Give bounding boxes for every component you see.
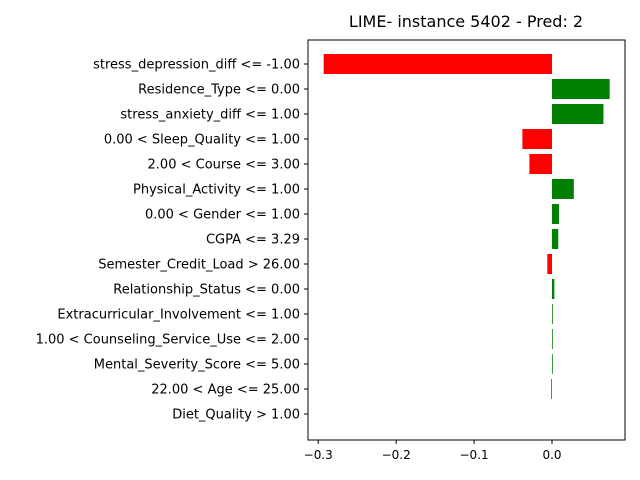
x-tick-label: −0.1: [460, 448, 489, 462]
y-tick-label: 0.00 < Gender <= 1.00: [145, 208, 300, 223]
bar: [323, 54, 552, 74]
bar: [522, 129, 552, 149]
y-tick-label: Physical_Activity <= 1.00: [133, 183, 300, 198]
bar: [552, 354, 553, 374]
y-tick-label: 22.00 < Age <= 25.00: [151, 383, 300, 398]
plot-frame: [307, 39, 626, 441]
y-tick-label: Relationship_Status <= 0.00: [113, 283, 300, 298]
y-tick-label: Residence_Type <= 0.00: [138, 83, 300, 98]
bar: [552, 79, 610, 99]
y-tick-label: Mental_Severity_Score <= 5.00: [94, 358, 300, 373]
bar: [552, 304, 553, 324]
y-tick-label: 2.00 < Course <= 3.00: [148, 158, 300, 173]
y-tick-label: 1.00 < Counseling_Service_Use <= 2.00: [36, 333, 300, 348]
bar: [547, 254, 552, 274]
bar: [552, 104, 604, 124]
y-tick-label: stress_anxiety_diff <= 1.00: [120, 108, 300, 123]
bars-group: [323, 54, 610, 399]
y-tick-label: CGPA <= 3.29: [206, 233, 300, 248]
bar: [552, 179, 574, 199]
bar: [552, 229, 559, 249]
bar: [551, 379, 552, 399]
y-tick-label: 0.00 < Sleep_Quality <= 1.00: [104, 133, 300, 148]
chart-title: LIME- instance 5402 - Pred: 2: [349, 12, 583, 31]
y-tick-label: Semester_Credit_Load > 26.00: [98, 258, 300, 273]
bar: [529, 154, 552, 174]
y-tick-labels: stress_depression_diff <= -1.00 Residence…: [36, 58, 308, 423]
y-tick-label: Extracurricular_Involvement <= 1.00: [57, 308, 300, 323]
x-tick-label: 0.0: [542, 448, 561, 462]
x-axis-ticks: −0.3 −0.2 −0.1 0.0: [304, 440, 562, 462]
x-tick-label: −0.3: [304, 448, 333, 462]
y-tick-label: stress_depression_diff <= -1.00: [93, 58, 300, 73]
bar: [552, 204, 560, 224]
x-tick-label: −0.2: [382, 448, 411, 462]
bar: [552, 279, 555, 299]
bar: [552, 329, 553, 349]
y-tick-label: Diet_Quality > 1.00: [172, 408, 300, 423]
